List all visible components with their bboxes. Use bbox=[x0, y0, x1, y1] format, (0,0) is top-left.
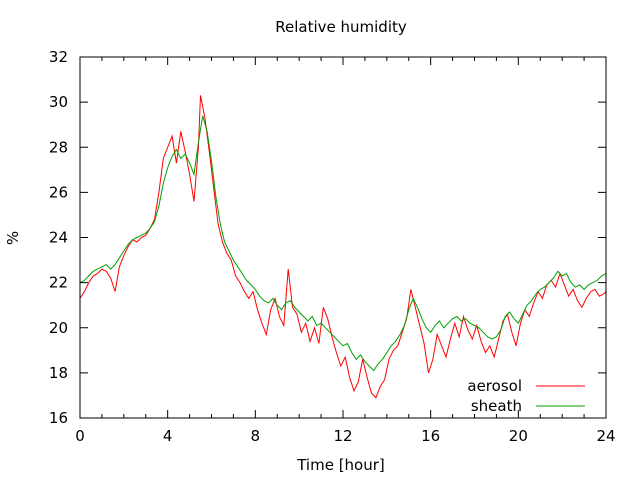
y-tick-label: 18 bbox=[49, 364, 68, 382]
tick-labels-layer: 0 4 8 12 16 20 24 16 18 20 22 24 26 28 30 32 bbox=[49, 48, 616, 445]
x-tick-label: 20 bbox=[509, 427, 528, 445]
ticks-layer bbox=[79, 56, 607, 419]
x-tick-label: 0 bbox=[75, 427, 85, 445]
x-tick-label: 4 bbox=[163, 427, 173, 445]
y-tick-label: 24 bbox=[49, 229, 68, 247]
y-tick-label: 22 bbox=[49, 274, 68, 292]
legend-label-aerosol: aerosol bbox=[467, 377, 522, 395]
x-tick-label: 8 bbox=[251, 427, 261, 445]
y-tick-label: 32 bbox=[49, 48, 68, 66]
legend-label-sheath: sheath bbox=[471, 397, 522, 415]
x-tick-label: 12 bbox=[333, 427, 352, 445]
y-axis-title: % bbox=[4, 231, 22, 245]
y-tick-label: 26 bbox=[49, 183, 68, 201]
y-tick-label: 20 bbox=[49, 319, 68, 337]
plot-frame bbox=[79, 56, 607, 419]
x-tick-label: 16 bbox=[421, 427, 440, 445]
x-axis-title: Time [hour] bbox=[296, 456, 385, 474]
chart-title: Relative humidity bbox=[275, 18, 407, 36]
y-tick-label: 16 bbox=[49, 409, 68, 427]
series-line-aerosol bbox=[79, 95, 607, 399]
series-line-sheath bbox=[79, 115, 607, 372]
x-tick-label: 24 bbox=[596, 427, 615, 445]
series-layer bbox=[79, 95, 607, 399]
y-tick-label: 30 bbox=[49, 93, 68, 111]
y-tick-label: 28 bbox=[49, 138, 68, 156]
legend: aerosol sheath bbox=[467, 377, 585, 415]
